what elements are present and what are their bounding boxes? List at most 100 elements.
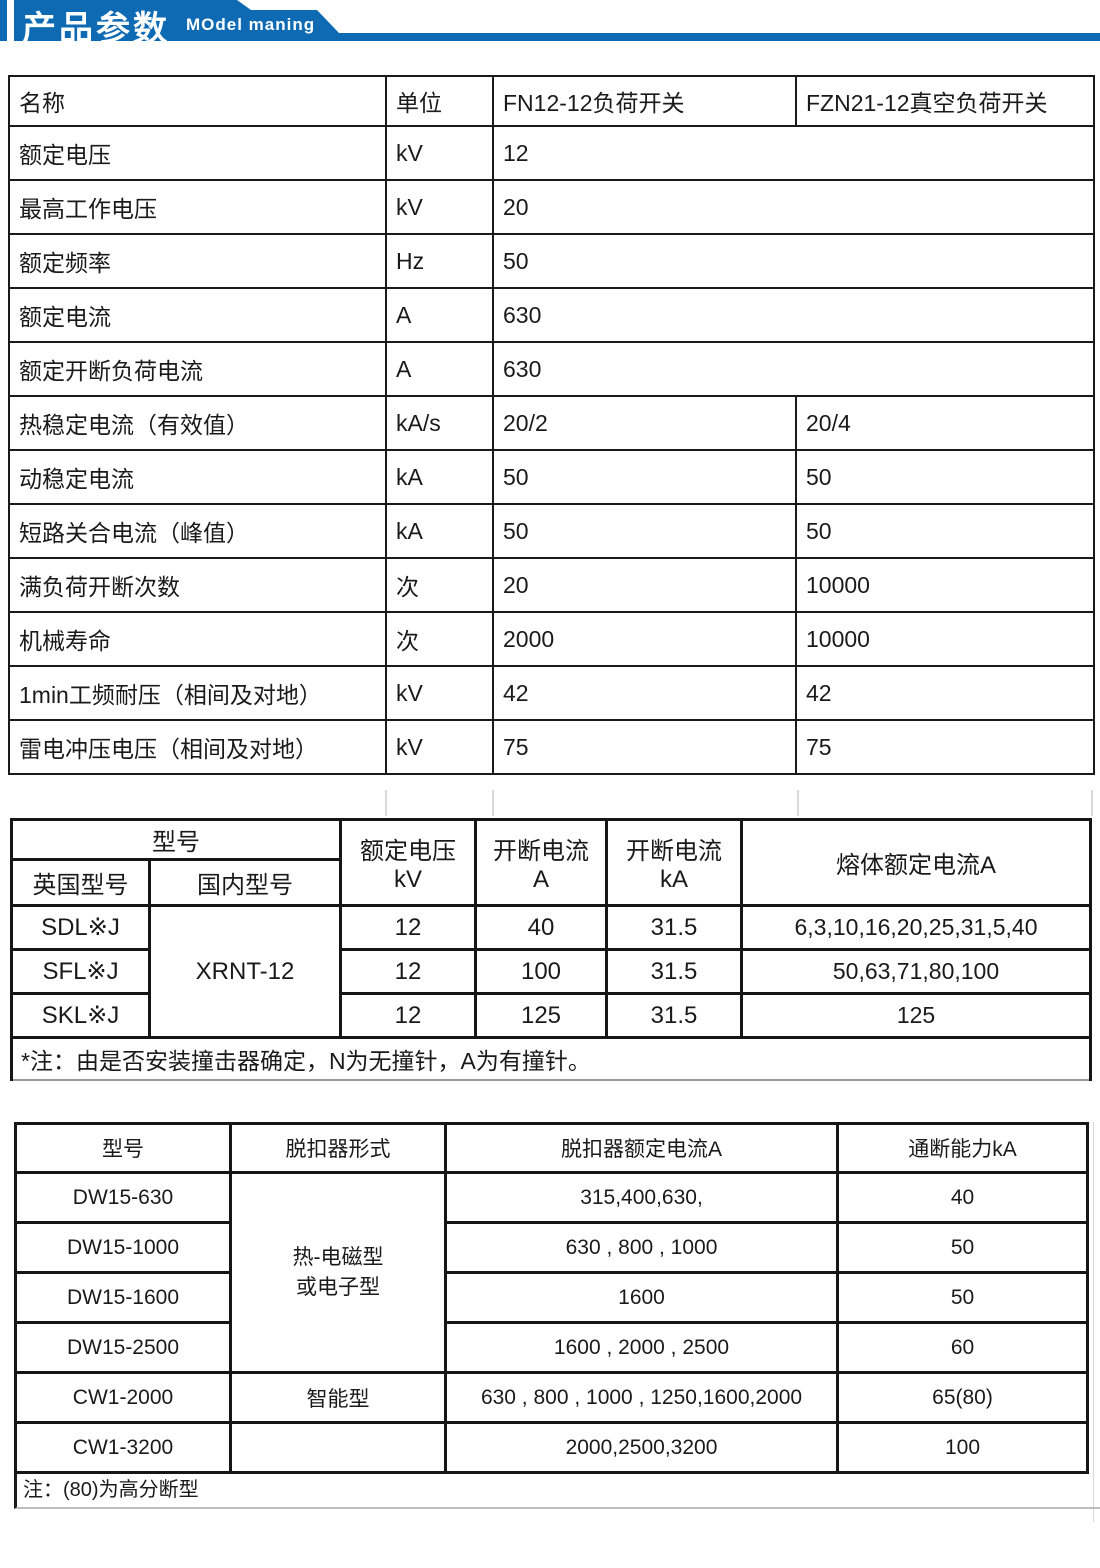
param-name-cell: 最高工作电压	[8, 179, 387, 235]
banner-ribbon-shape	[14, 0, 1100, 41]
model-cell: CW1-2000	[14, 1371, 232, 1424]
table-subheader-row: 英国型号 国内型号	[10, 858, 1091, 907]
fuse-model-table: 型号 额定电压 kV 开断电流 A 开断电流 kA 熔体额定电流A 英国型号 国…	[10, 818, 1092, 1081]
param-value-cell: 12	[492, 125, 1095, 181]
banner-left-bar	[0, 0, 7, 41]
capacity-cell: 100	[836, 1421, 1089, 1474]
voltage-cell: 12	[339, 992, 477, 1039]
param-unit-cell: A	[385, 287, 494, 343]
grid-line	[1091, 790, 1093, 816]
param-name-cell: 机械寿命	[8, 611, 387, 667]
column-header-rated-voltage: 额定电压 kV	[339, 818, 477, 907]
param-unit-cell: kV	[385, 179, 494, 235]
table-row: SKL※J 12 125 31.5 125	[10, 992, 1092, 1039]
fuse-current-cell: 50,63,71,80,100	[740, 948, 1092, 995]
column-header-switching-capacity: 通断能力kA	[836, 1122, 1089, 1174]
header-line-1: 开断电流	[626, 838, 722, 865]
switch-spec-table: 名称 单位 FN12-12负荷开关 FZN21-12真空负荷开关 额定电压 kV…	[8, 75, 1095, 775]
grid-line	[492, 790, 494, 816]
column-header-unit: 单位	[385, 75, 494, 127]
banner-ribbon	[0, 0, 1100, 41]
fuse-table-note: *注：由是否安装撞击器确定，N为无撞针，A为有撞针。	[10, 1036, 1092, 1081]
param-value-fn12-cell: 50	[492, 449, 797, 505]
table-row: CW1-2000 智能型 630 , 800 , 1000 , 1250,160…	[14, 1371, 1089, 1424]
table-row: SDL※J XRNT-12 12 40 31.5 6,3,10,16,20,25…	[10, 904, 1092, 1039]
table-header-row: 名称 单位 FN12-12负荷开关 FZN21-12真空负荷开关	[8, 75, 1095, 127]
table-row: 机械寿命 次 2000 10000	[8, 611, 1095, 667]
table-row: SFL※J 12 100 31.5 50,63,71,80,100	[10, 948, 1092, 995]
param-name-cell: 额定开断负荷电流	[8, 341, 387, 397]
table-row: 额定频率 Hz 50	[8, 233, 1095, 289]
param-value-fn12-cell: 50	[492, 503, 797, 559]
column-header-name: 名称	[8, 75, 387, 127]
param-unit-cell: kA/s	[385, 395, 494, 451]
table-header-row: 型号 额定电压 kV 开断电流 A 开断电流 kA 熔体额定电流A	[10, 818, 1092, 907]
uk-model-cell: SFL※J	[10, 948, 151, 995]
capacity-cell: 50	[836, 1271, 1089, 1324]
column-header-breaking-current-ka: 开断电流 kA	[605, 818, 743, 907]
param-value-fn12-cell: 75	[492, 719, 797, 775]
table-row: 动稳定电流 kA 50 50	[8, 449, 1095, 505]
param-unit-cell: A	[385, 341, 494, 397]
table-row: 1min工频耐压（相间及对地） kV 42 42	[8, 665, 1095, 721]
param-unit-cell: kV	[385, 665, 494, 721]
param-name-cell: 短路关合电流（峰值）	[8, 503, 387, 559]
voltage-cell: 12	[339, 904, 477, 951]
model-cell: DW15-630	[14, 1171, 232, 1224]
rated-current-cell: 630 , 800 , 1000 , 1250,1600,2000	[444, 1371, 839, 1424]
breaking-ka-cell: 31.5	[605, 904, 743, 951]
param-name-cell: 满负荷开断次数	[8, 557, 387, 613]
breaking-a-cell: 40	[474, 904, 608, 951]
breaker-table-note: 注：(80)为高分断型	[14, 1474, 1100, 1509]
param-unit-cell: kV	[385, 125, 494, 181]
header-line-2: kV	[393, 866, 422, 893]
param-unit-cell: 次	[385, 557, 494, 613]
grid-line	[385, 790, 387, 816]
param-value-cell: 50	[492, 233, 1095, 289]
breaker-table-block: 型号 脱扣器形式 脱扣器额定电流A 通断能力kA DW15-630 热-电磁型 …	[14, 1122, 1100, 1509]
param-value-fzn21-cell: 75	[795, 719, 1095, 775]
rated-current-cell: 2000,2500,3200	[444, 1421, 839, 1474]
param-unit-cell: kA	[385, 449, 494, 505]
table-note-row: *注：由是否安装撞击器确定，N为无撞针，A为有撞针。	[10, 1036, 1092, 1081]
model-cell: CW1-3200	[14, 1421, 232, 1474]
param-unit-cell: kA	[385, 503, 494, 559]
capacity-cell: 40	[836, 1171, 1089, 1224]
param-unit-cell: 次	[385, 611, 494, 667]
column-header-fzn21: FZN21-12真空负荷开关	[795, 75, 1095, 127]
header-line-1: 开断电流	[493, 838, 589, 865]
model-cell: DW15-1000	[14, 1221, 232, 1274]
param-name-cell: 额定频率	[8, 233, 387, 289]
column-header-release-rated-current: 脱扣器额定电流A	[444, 1122, 839, 1174]
rated-current-cell: 630 , 800 , 1000	[444, 1221, 839, 1274]
table-row: 最高工作电压 kV 20	[8, 179, 1095, 235]
model-cell: DW15-1600	[14, 1271, 232, 1324]
table-row: DW15-2500 1600 , 2000 , 2500 60	[14, 1321, 1089, 1374]
column-header-fuse-rated-current: 熔体额定电流A	[740, 818, 1092, 907]
param-value-fn12-cell: 2000	[492, 611, 797, 667]
param-value-fzn21-cell: 50	[795, 449, 1095, 505]
table-row: 雷电冲压电压（相间及对地） kV 75 75	[8, 719, 1095, 775]
capacity-cell: 65(80)	[836, 1371, 1089, 1424]
param-value-fzn21-cell: 50	[795, 503, 1095, 559]
param-value-fn12-cell: 20/2	[492, 395, 797, 451]
column-header-model: 型号	[14, 1122, 232, 1174]
header-line-1: 额定电压	[360, 838, 456, 865]
uk-model-cell: SKL※J	[10, 992, 151, 1039]
param-name-cell: 额定电压	[8, 125, 387, 181]
rated-current-cell: 1600 , 2000 , 2500	[444, 1321, 839, 1374]
column-header-uk-model: 英国型号	[10, 858, 151, 907]
grid-line	[1093, 1122, 1094, 1522]
release-type-cell: 热-电磁型 或电子型	[229, 1171, 447, 1374]
breaking-ka-cell: 31.5	[605, 992, 743, 1039]
rated-current-cell: 1600	[444, 1271, 839, 1324]
param-value-fn12-cell: 42	[492, 665, 797, 721]
param-value-cell: 630	[492, 287, 1095, 343]
fuse-current-cell: 6,3,10,16,20,25,31,5,40	[740, 904, 1092, 951]
grid-line	[797, 790, 799, 816]
param-name-cell: 动稳定电流	[8, 449, 387, 505]
param-name-cell: 1min工频耐压（相间及对地）	[8, 665, 387, 721]
table-row: DW15-630 热-电磁型 或电子型 315,400,630, 40	[14, 1171, 1089, 1374]
column-header-breaking-current-a: 开断电流 A	[474, 818, 608, 907]
